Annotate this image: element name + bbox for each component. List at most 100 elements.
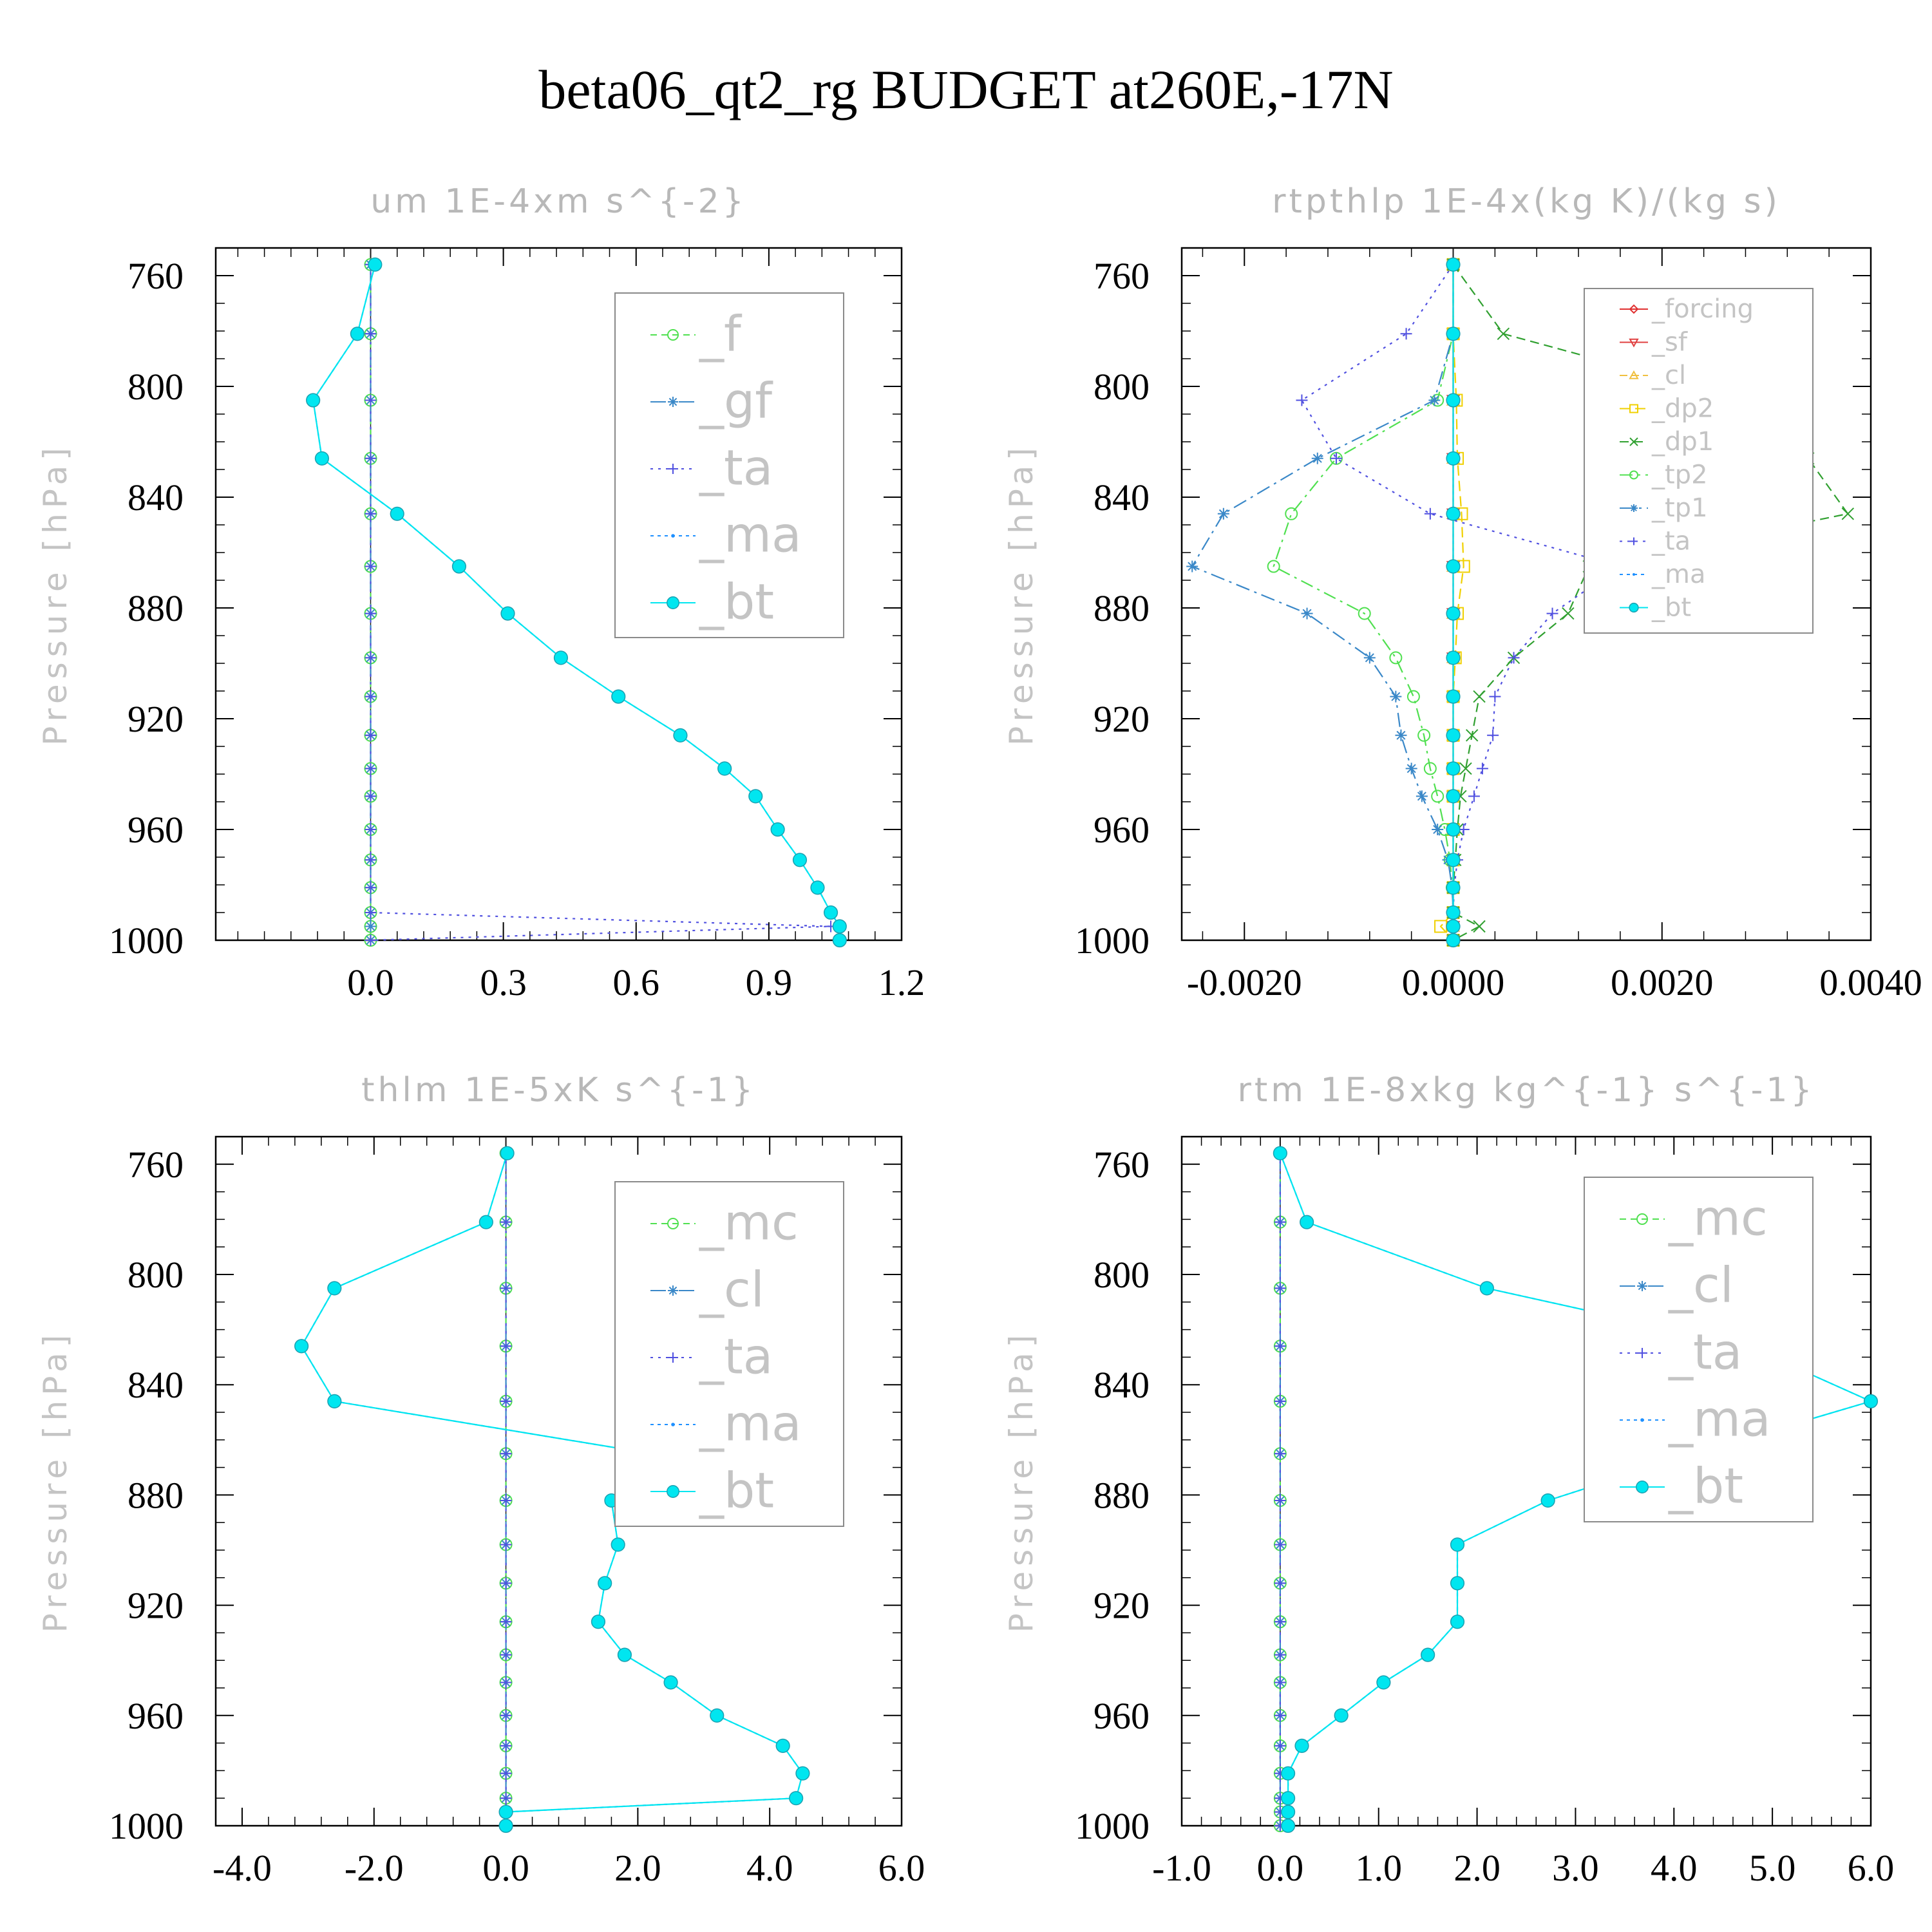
marker-star [1390,690,1402,703]
marker-plus [365,934,377,946]
marker-cross [1497,327,1510,341]
chart-panel-1: um 1E-4xm s^{-2} Pressure [hPa] 760 800 840 8… [37,182,925,1003]
marker-plus [1274,1649,1286,1661]
marker-bigdot [306,393,321,408]
marker-plus [1489,690,1501,703]
x-tick-label: 0.6 [612,961,659,1003]
y-tick-label: 920 [1094,698,1150,740]
y-tick-label: 1000 [1075,1805,1150,1847]
marker-plus [500,1649,512,1661]
marker-bigdot [1376,1675,1391,1690]
marker-cross [1465,729,1479,742]
x-tick-label: 0.3 [480,961,527,1003]
y-tick-label: 800 [1094,366,1150,408]
series-tp1 [1186,258,1459,946]
y-tick-label: 800 [1094,1254,1150,1296]
y-tick-label: 840 [1094,1364,1150,1406]
marker-bigdot [1446,822,1461,837]
marker-bigdot [792,853,808,867]
x-tick-label: 5.0 [1749,1847,1796,1889]
x-tick-label: 0.0 [482,1847,529,1889]
marker-star [1186,560,1198,573]
marker-bigdot [1446,606,1461,621]
marker-plus [1274,1676,1286,1689]
marker-bigdot [617,1647,632,1662]
legend-label: _dp2 [1651,393,1714,423]
marker-bigdot [500,1146,515,1160]
marker-bigdot [1446,451,1461,466]
marker-bigdot [1280,1804,1296,1819]
marker-dot [671,1423,675,1426]
y-tick-label: 800 [128,366,184,408]
legend-label: _ta [699,439,773,496]
chart-panel-4: rtm 1E-8xkg kg^{-1} s^{-1} Pressure [hPa]… [1003,1071,1894,1889]
y-tick-label: 880 [128,587,184,629]
legend-label: _ta [699,1327,773,1385]
marker-plus [500,1676,512,1689]
marker-star [1395,729,1407,741]
y-axis-label: Pressure [hPa] [1003,1330,1040,1633]
y-tick-label: 920 [1094,1585,1150,1627]
marker-plus [1400,328,1412,340]
marker-dot [671,534,675,538]
marker-plus [1274,1340,1286,1352]
marker-bigdot [1446,257,1461,272]
marker-bigdot [1450,1576,1465,1591]
x-tick-label: 4.0 [1651,1847,1698,1889]
marker-bigdot [710,1708,724,1723]
marker-plus [500,1494,512,1506]
marker-bigdot [1421,1647,1435,1662]
marker-plus [365,452,377,464]
marker-plus [1330,452,1342,464]
y-tick-label: 760 [128,255,184,297]
marker-plus [1274,1282,1286,1294]
marker-bigdot [1446,789,1461,804]
marker-plus [500,1709,512,1721]
marker-bigdot [667,596,679,609]
marker-star [1428,394,1441,406]
marker-plus [1424,507,1436,520]
legend-label: _forcing [1651,294,1754,324]
chart-panel-3: thlm 1E-5xK s^{-1} Pressure [hPa] 760 800 84… [37,1071,925,1889]
marker-bigdot [1446,853,1461,867]
marker-star [1405,762,1417,775]
series-ta [1296,258,1626,946]
legend: _f _gf _ta _ma _bt [614,292,844,638]
marker-plus [1274,1448,1286,1460]
marker-bigdot [667,1485,679,1498]
legend-label: _bt [699,1461,774,1519]
marker-cross [1473,690,1486,703]
marker-star [668,397,678,407]
panels-group: um 1E-4xm s^{-2} Pressure [hPa] 760 800 840 8… [37,182,1922,1889]
marker-bigdot [717,761,732,776]
legend-label: _dp1 [1651,427,1714,457]
series-dp2 [1434,258,1470,947]
marker-plus [365,854,377,866]
marker-bigdot [1280,1766,1296,1781]
marker-plus [1487,729,1499,741]
marker-bigdot [1280,1791,1296,1806]
x-tick-label: 3.0 [1552,1847,1599,1889]
marker-plus [668,1352,678,1363]
plot-frame [1180,247,1872,942]
marker-star [365,920,377,933]
marker-bigdot [294,1339,309,1354]
marker-plus [500,1767,512,1779]
legend-label: _ma [699,1394,802,1452]
marker-bigdot [832,933,847,948]
marker-bigdot [327,1394,342,1408]
x-tick-label: -4.0 [213,1847,272,1889]
marker-plus [1274,1395,1286,1407]
marker-circle [667,329,679,341]
legend-label: _ma [1651,560,1705,589]
y-tick-label: 800 [128,1254,184,1296]
x-tick-label: -0.0020 [1187,961,1302,1003]
legend-label: _sf [1651,327,1688,357]
marker-bigdot [1446,393,1461,408]
y-tick-label: 880 [1094,587,1150,629]
plot-frame [214,247,903,942]
marker-star [1630,504,1638,512]
marker-cross [1841,507,1855,520]
panel-title: thlm 1E-5xK s^{-1} [361,1071,756,1110]
